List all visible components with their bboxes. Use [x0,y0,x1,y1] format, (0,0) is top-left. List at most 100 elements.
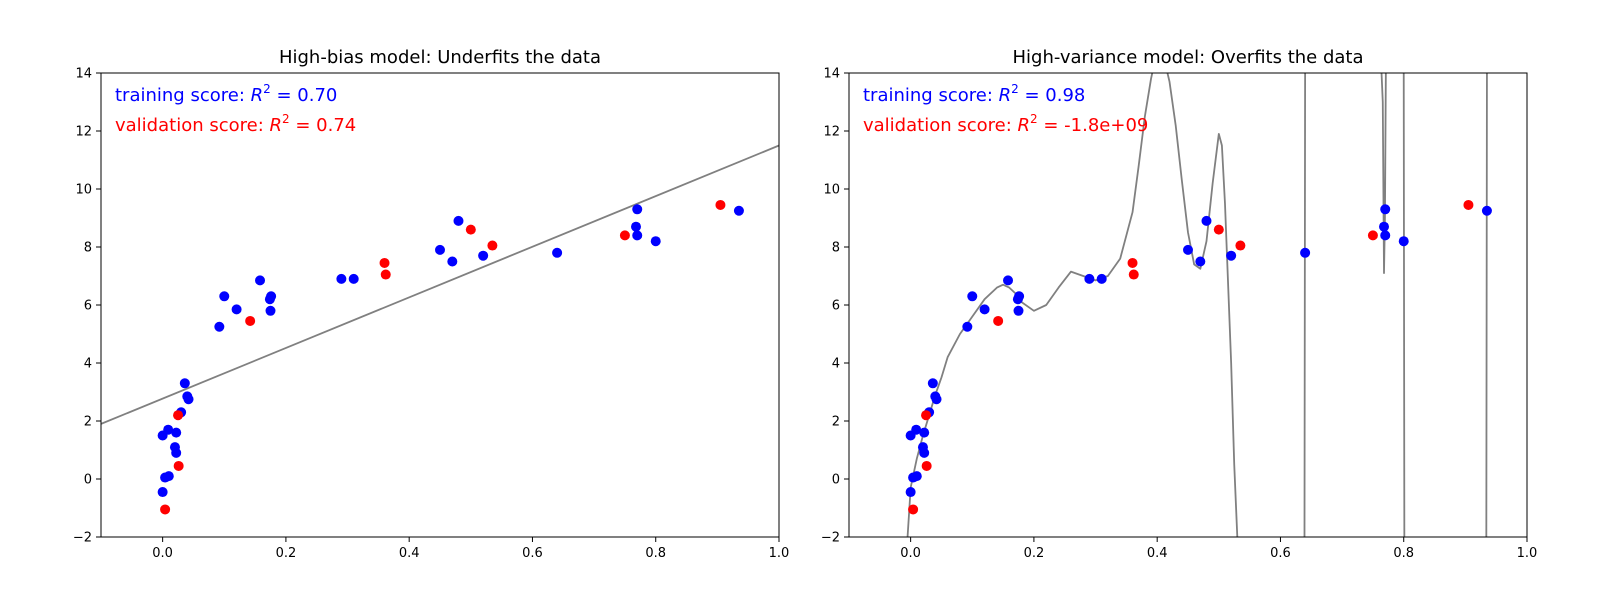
right-training-point [927,378,938,389]
left-training-point [631,221,642,232]
right-y-axis: −2 0 2 4 6 8 10 12 14 [821,67,849,546]
left-validation-point [173,460,184,471]
left-training-point [255,275,266,286]
right-training-point [967,291,978,302]
right-training-point [1201,215,1212,226]
right-y-tick-label: 2 [832,415,840,430]
right-fit-curve [1303,73,1307,537]
right-training-point [1481,205,1492,216]
right-training-point [911,471,922,482]
right-validation-point [1235,240,1246,251]
right-training-point [911,424,922,435]
left-fit-layer [101,144,779,425]
right-fit-curve [1402,73,1406,537]
right-y-tick-label: −2 [821,531,840,546]
right-training-point [962,321,973,332]
left-plot-area [101,73,779,537]
left-y-tick-label: 14 [75,67,92,82]
right-validation-point [1128,269,1139,280]
left-chart-panel: High-bias model: Underfits the data 0.0 0… [73,47,790,561]
left-validation-point [465,224,476,235]
left-training-point [453,215,464,226]
right-y-tick-label: 6 [832,299,840,314]
left-training-point [179,378,190,389]
right-training-point [1300,247,1311,258]
right-training-point [1003,275,1014,286]
left-training-point [650,236,661,247]
left-x-tick-label: 0.2 [276,546,297,561]
right-chart-panel: High-variance model: Overfits the data 0… [821,47,1538,561]
right-training-point [1084,273,1095,284]
right-training-point [931,394,942,405]
right-training-score: training score: R2 = 0.98 [863,82,1085,106]
left-validation-score: validation score: R2 = 0.74 [115,112,356,136]
left-training-point [265,305,276,316]
left-y-axis: −2 0 2 4 6 8 10 12 14 [73,67,101,546]
left-training-point [336,273,347,284]
left-training-point [435,244,445,255]
left-validation-point [380,269,391,280]
right-training-point [1183,244,1193,255]
right-training-point [1379,221,1390,232]
right-training-point [919,427,930,438]
right-x-tick-label: 0.4 [1147,546,1168,561]
right-chart-title: High-variance model: Overfits the data [1012,47,1363,68]
right-validation-point [921,460,932,471]
right-validation-point [1463,199,1474,210]
left-chart-title: High-bias model: Underfits the data [279,47,601,68]
right-training-point [1013,305,1024,316]
left-training-point [214,321,225,332]
left-validation-point [487,240,498,251]
right-training-point [979,304,990,315]
right-validation-point [1127,257,1138,268]
left-y-tick-label: 4 [84,357,92,372]
right-training-point [1226,250,1237,261]
left-training-point [447,256,458,267]
right-validation-point [908,504,919,515]
left-training-point [478,250,489,261]
left-training-point [157,487,168,498]
left-y-tick-label: 8 [84,241,92,256]
right-fit-curve [1380,73,1387,274]
left-training-point [552,247,563,258]
right-x-tick-label: 0.6 [1270,546,1291,561]
left-points-layer [157,199,744,515]
right-validation-point [921,410,932,421]
right-points-layer [905,199,1492,515]
right-training-point [919,447,930,458]
left-validation-point [379,257,390,268]
right-training-point [1398,236,1409,247]
right-y-tick-label: 14 [823,67,840,82]
left-validation-point [160,504,171,515]
right-y-tick-label: 8 [832,241,840,256]
right-fit-curve [1485,73,1488,537]
left-training-point [171,447,182,458]
left-x-tick-label: 0.4 [399,546,420,561]
right-x-tick-label: 0.8 [1393,546,1414,561]
right-training-point [1380,230,1391,241]
right-validation-point [1367,230,1378,241]
right-y-tick-label: 10 [823,183,840,198]
left-y-tick-label: −2 [73,531,92,546]
left-training-point [163,424,174,435]
right-x-tick-label: 1.0 [1517,546,1538,561]
left-training-point [266,291,277,302]
left-training-point [348,273,359,284]
left-training-point [632,204,643,215]
left-validation-point [245,315,256,326]
right-validation-score: validation score: R2 = -1.8e+09 [863,112,1148,136]
left-training-point [171,427,182,438]
left-training-point [733,205,744,216]
right-training-point [1014,291,1025,302]
right-x-tick-label: 0.2 [1024,546,1045,561]
right-training-point [1195,256,1206,267]
left-validation-point [619,230,630,241]
left-training-point [183,394,194,405]
left-y-tick-label: 2 [84,415,92,430]
left-x-tick-label: 0.6 [522,546,543,561]
left-validation-point [173,410,184,421]
left-fit-line [101,144,779,425]
left-y-tick-label: 10 [75,183,92,198]
right-y-tick-label: 4 [832,357,840,372]
